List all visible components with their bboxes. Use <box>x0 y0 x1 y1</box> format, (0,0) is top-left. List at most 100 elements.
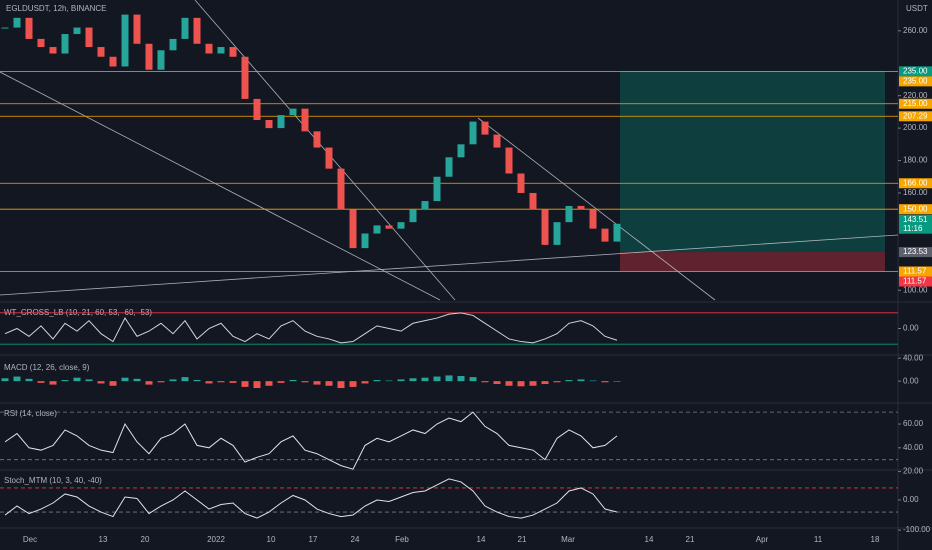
x-tick-label: 10 <box>267 535 276 544</box>
candle <box>205 43 213 54</box>
countdown-tag <box>899 223 932 234</box>
histogram-bar <box>529 381 537 386</box>
price-tag-label: 111.57 <box>903 277 927 286</box>
candle <box>457 144 465 158</box>
candle <box>541 209 549 245</box>
histogram-bar <box>97 381 105 384</box>
price-tag <box>899 214 932 225</box>
y-tick-label: 260.00 <box>903 26 928 35</box>
y-tick-label: 40.00 <box>903 353 924 362</box>
candle <box>601 228 609 242</box>
price-tag <box>899 276 932 287</box>
candle <box>61 34 69 54</box>
histogram-bar <box>169 379 177 382</box>
histogram-bar <box>337 381 345 389</box>
x-tick-label: 11 <box>814 535 823 544</box>
trend-line <box>0 71 441 301</box>
histogram-bar <box>61 380 69 382</box>
target-zone <box>620 71 885 253</box>
y-tick-label: 60.00 <box>903 419 924 428</box>
y-tick-label: 200.00 <box>903 123 928 132</box>
x-tick-label: 14 <box>645 535 654 544</box>
candle <box>253 98 261 120</box>
chart-title: EGLDUSDT, 12h, BINANCE <box>6 4 106 13</box>
candle <box>97 47 105 57</box>
histogram-bar <box>109 381 117 386</box>
x-tick-label: 20 <box>141 535 150 544</box>
candle <box>145 43 153 70</box>
histogram-bar <box>49 381 57 385</box>
price-tag <box>899 66 932 77</box>
histogram-bar <box>85 379 93 382</box>
histogram-bar <box>349 381 357 387</box>
histogram-bar <box>37 381 45 383</box>
candle <box>25 17 33 39</box>
candle <box>553 222 561 245</box>
histogram-bar <box>553 381 561 383</box>
candle <box>169 38 177 51</box>
y-tick-label: 160.00 <box>903 188 928 197</box>
histogram-bar <box>601 381 609 383</box>
y-tick-label: 20.00 <box>903 467 924 476</box>
histogram-bar <box>397 379 405 382</box>
histogram-bar <box>13 376 21 382</box>
histogram-bar <box>265 381 273 386</box>
candle <box>433 176 441 202</box>
candle <box>409 209 417 223</box>
histogram-bar <box>409 378 417 382</box>
candle <box>505 147 513 174</box>
price-tag <box>899 247 932 258</box>
x-tick-label: Dec <box>23 535 37 544</box>
x-tick-label: 13 <box>99 535 108 544</box>
candle <box>613 223 621 242</box>
candle <box>445 157 453 177</box>
x-tick-label: 21 <box>686 535 695 544</box>
y-tick-label: 0.00 <box>903 324 919 333</box>
y-tick-label: 0.00 <box>903 376 919 385</box>
y-tick-label: 220.00 <box>903 91 928 100</box>
histogram-bar <box>493 381 501 385</box>
price-tag <box>899 204 932 215</box>
candle <box>229 47 237 57</box>
histogram-bar <box>73 377 81 382</box>
histogram-bar <box>385 380 393 382</box>
position-tool <box>620 71 885 272</box>
candle <box>37 38 45 48</box>
candle <box>313 131 321 148</box>
x-tick-label: Feb <box>395 535 409 544</box>
candle <box>421 201 429 210</box>
histogram-bar <box>157 381 165 383</box>
candle <box>373 225 381 234</box>
price-tag <box>899 76 932 87</box>
candle <box>13 17 21 28</box>
histogram-bar <box>565 380 573 382</box>
price-tag-label: 150.00 <box>903 204 928 213</box>
candle <box>193 17 201 44</box>
candle <box>565 205 573 223</box>
histogram-bar <box>181 377 189 382</box>
histogram-bar <box>1 378 9 382</box>
histogram-bar <box>133 378 141 382</box>
histogram-bar <box>541 381 549 385</box>
price-tag <box>899 111 932 122</box>
y-tick-label: 40.00 <box>903 443 924 452</box>
price-tag <box>899 98 932 109</box>
candle <box>481 121 489 135</box>
candle <box>133 14 141 44</box>
x-tick-label: Apr <box>756 535 769 544</box>
histogram-bar <box>25 378 33 382</box>
y-tick-label: 100.00 <box>903 285 928 294</box>
x-tick-label: Mar <box>561 535 575 544</box>
histogram-bar <box>289 380 297 382</box>
candle <box>385 225 393 229</box>
candle <box>469 121 477 145</box>
histogram-bar <box>229 381 237 383</box>
candle <box>589 209 597 229</box>
price-tag-label: 207.29 <box>903 111 928 120</box>
candle <box>121 14 129 67</box>
candle <box>265 120 273 129</box>
x-tick-label: 24 <box>351 535 360 544</box>
